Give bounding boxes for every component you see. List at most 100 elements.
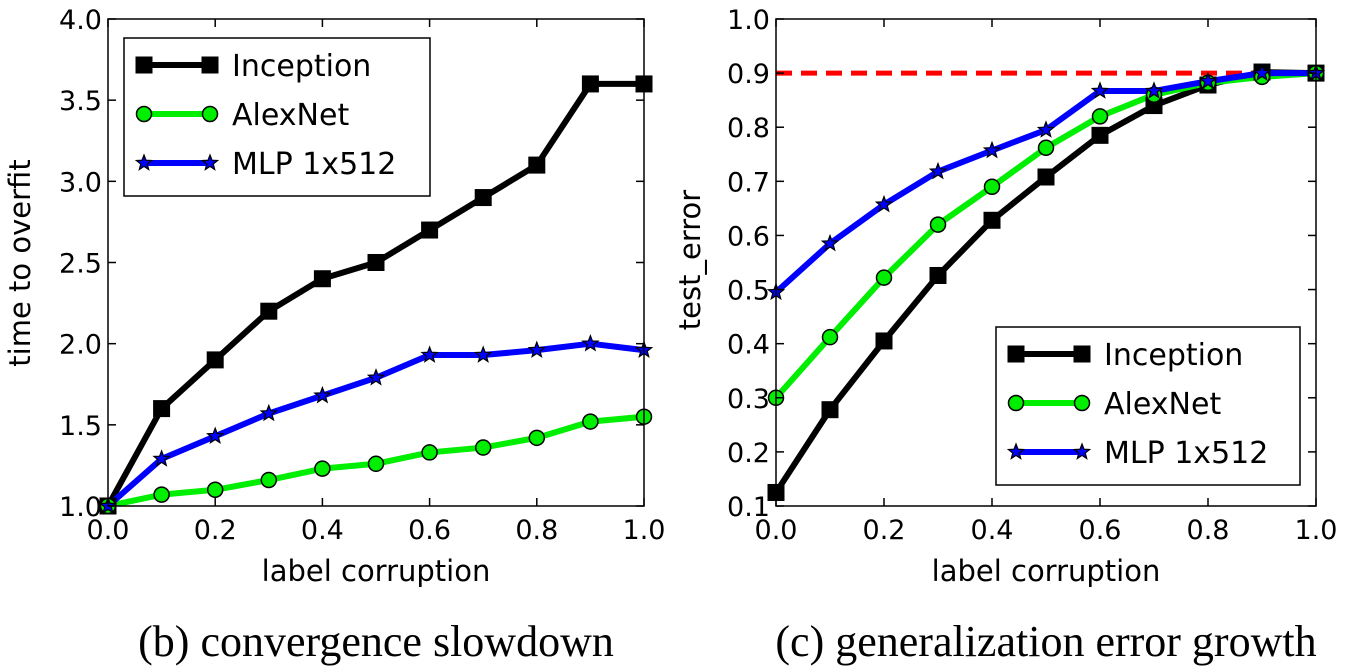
- chart-generalization-error: 0.0 0.2 0.4 0.6 0.8 1.0 0.1 0.2 0.3 0.4 0.5 0.6 0.7 0…: [673, 5, 1337, 666]
- data-point-inception: [581, 75, 599, 93]
- data-point-mlp-1x512: [1036, 120, 1056, 138]
- y-tick-label: 0.1: [727, 492, 770, 523]
- legend-marker-inception: [201, 56, 219, 74]
- legend-label-inception: Inception: [232, 49, 371, 84]
- data-point-alexnet: [929, 216, 947, 233]
- data-point-mlp-1x512: [473, 345, 493, 363]
- data-point-mlp-1x512: [1090, 81, 1110, 99]
- figure-caption: (c) generalization error growth: [775, 617, 1316, 666]
- data-point-inception: [313, 270, 331, 288]
- data-point-inception: [528, 156, 546, 174]
- y-axis-label: time to overfit: [3, 159, 37, 366]
- y-axis-label: test_error: [673, 190, 707, 330]
- figure-caption: (b) convergence slowdown: [138, 617, 614, 666]
- data-point-mlp-1x512: [1198, 71, 1218, 90]
- y-tick-label: 2.0: [59, 330, 102, 361]
- y-tick-label: 1.0: [727, 5, 770, 36]
- series-line-mlp-1x512: [108, 340, 644, 506]
- y-tick-label: 2.5: [59, 249, 102, 280]
- y-tick-label: 0.3: [727, 384, 770, 415]
- data-point-mlp-1x512: [152, 449, 171, 467]
- legend-marker-alexnet: [201, 105, 219, 123]
- data-point-inception: [1037, 168, 1055, 186]
- y-tick-label: 1.0: [59, 492, 102, 523]
- data-point-alexnet: [1091, 108, 1109, 125]
- data-point-inception: [929, 266, 947, 284]
- legend: Inception AlexNet MLP 1x512: [995, 326, 1301, 486]
- x-tick-label: 0.6: [1079, 515, 1122, 546]
- y-tick-label: 1.5: [59, 411, 102, 442]
- data-point-alexnet: [260, 471, 278, 489]
- data-point-mlp-1x512: [581, 333, 600, 352]
- legend-label-alexnet: AlexNet: [1104, 387, 1221, 422]
- x-tick-label: 0.0: [755, 515, 798, 546]
- data-point-alexnet: [821, 328, 839, 346]
- x-tick-label: 0.8: [515, 515, 558, 546]
- data-point-mlp-1x512: [874, 194, 894, 213]
- x-tick-label: 0.2: [863, 515, 906, 546]
- chart-convergence-slowdown: 0.0 0.2 0.4 0.6 0.8 1.0 1.0 1.5 2.0 2.5 3.0 3.5 4.0 l…: [3, 5, 665, 666]
- data-point-inception: [153, 400, 171, 418]
- data-point-mlp-1x512: [1252, 63, 1272, 81]
- data-point-inception: [367, 254, 385, 271]
- y-tick-label: 0.5: [727, 276, 770, 307]
- data-point-alexnet: [875, 269, 893, 286]
- data-point-inception: [983, 211, 1001, 229]
- x-tick-label: 0.2: [194, 515, 237, 546]
- data-point-inception: [474, 189, 492, 207]
- y-tick-label: 0.9: [727, 59, 770, 90]
- data-point-mlp-1x512: [982, 140, 1002, 159]
- data-point-mlp-1x512: [205, 426, 225, 445]
- data-point-alexnet: [528, 429, 546, 447]
- legend-marker-mlp-1x512: [1072, 442, 1092, 460]
- legend-marker-mlp-1x512: [200, 153, 220, 171]
- data-point-inception: [260, 302, 278, 320]
- y-tick-label: 3.5: [59, 86, 102, 117]
- x-tick-label: 0.8: [1187, 515, 1230, 546]
- data-point-alexnet: [153, 486, 170, 503]
- data-point-mlp-1x512: [928, 161, 948, 180]
- data-point-mlp-1x512: [259, 403, 279, 422]
- data-point-mlp-1x512: [366, 368, 386, 386]
- legend-label-alexnet: AlexNet: [232, 98, 349, 133]
- legend: Inception AlexNet MLP 1x512: [123, 37, 431, 197]
- x-axis-label: label corruption: [932, 554, 1161, 588]
- data-point-inception: [421, 221, 439, 239]
- data-point-alexnet: [474, 439, 492, 456]
- legend-marker-alexnet: [135, 105, 153, 123]
- y-tick-label: 4.0: [59, 5, 102, 36]
- data-point-mlp-1x512: [527, 340, 547, 358]
- data-point-alexnet: [983, 178, 1001, 195]
- data-point-mlp-1x512: [420, 345, 439, 363]
- data-point-inception: [875, 332, 893, 350]
- y-tick-label: 0.7: [727, 167, 770, 198]
- legend-label-inception: Inception: [1104, 338, 1243, 373]
- x-tick-label: 1.0: [623, 515, 666, 546]
- data-point-inception: [1091, 126, 1109, 144]
- data-point-alexnet: [421, 444, 438, 461]
- data-point-alexnet: [582, 413, 599, 430]
- legend-marker-mlp-1x512: [1006, 442, 1026, 460]
- x-tick-label: 1.0: [1295, 515, 1338, 546]
- y-tick-label: 0.2: [727, 438, 770, 469]
- x-tick-label: 0.6: [408, 515, 451, 546]
- data-point-mlp-1x512: [313, 385, 332, 404]
- data-point-mlp-1x512: [820, 233, 840, 252]
- legend-marker-alexnet: [1007, 394, 1025, 412]
- y-tick-label: 0.6: [727, 221, 770, 252]
- data-point-inception: [206, 351, 224, 369]
- y-tick-label: 0.8: [727, 113, 770, 144]
- plot-frame: [775, 18, 1317, 507]
- y-tick-label: 3.0: [59, 167, 102, 198]
- legend-label-mlp-1x512: MLP 1x512: [232, 147, 396, 182]
- x-axis-label: label corruption: [262, 554, 491, 588]
- legend-marker-inception: [1073, 345, 1091, 363]
- legend-marker-inception: [135, 56, 153, 74]
- x-tick-label: 0.4: [971, 515, 1014, 546]
- data-point-inception: [821, 401, 839, 419]
- y-tick-label: 0.4: [727, 330, 770, 361]
- legend-marker-alexnet: [1073, 394, 1091, 412]
- data-point-mlp-1x512: [1144, 81, 1164, 99]
- x-tick-label: 0.0: [87, 515, 130, 546]
